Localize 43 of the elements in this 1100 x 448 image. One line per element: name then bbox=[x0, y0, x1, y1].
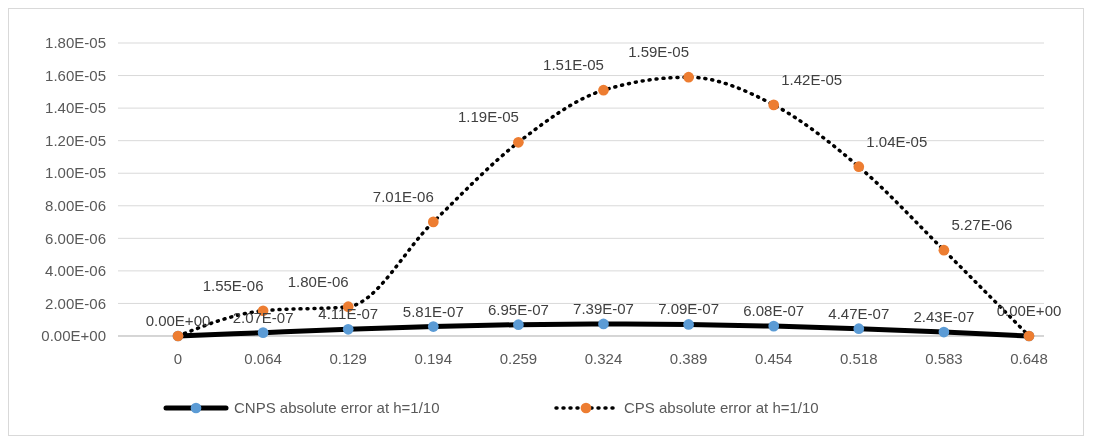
y-tick-label: 1.80E-05 bbox=[45, 34, 106, 52]
x-tick-label: 0.324 bbox=[584, 350, 623, 367]
data-label: 1.55E-06 bbox=[202, 276, 264, 294]
y-tick-label: 0.00E+00 bbox=[41, 327, 106, 345]
data-label: 4.47E-07 bbox=[828, 304, 890, 322]
data-label: 1.42E-05 bbox=[781, 70, 843, 88]
data-label: 2.43E-07 bbox=[913, 308, 975, 326]
data-label: 6.08E-07 bbox=[743, 302, 805, 320]
legend-label: CNPS absolute error at h=1/10 bbox=[234, 399, 440, 417]
data-label: 7.39E-07 bbox=[573, 299, 634, 317]
data-label: 1.59E-05 bbox=[628, 43, 690, 61]
y-tick-label: 6.00E-06 bbox=[45, 229, 106, 247]
y-tick-label: 1.60E-05 bbox=[45, 66, 106, 84]
data-label: 4.11E-07 bbox=[318, 305, 379, 323]
data-label: 5.27E-06 bbox=[951, 216, 1013, 234]
data-label: 0.00E+00 bbox=[996, 302, 1062, 319]
x-tick-label: 0.259 bbox=[499, 350, 538, 367]
data-label: 5.81E-07 bbox=[402, 302, 464, 320]
y-tick-label: 2.00E-06 bbox=[45, 294, 106, 312]
data-label: 7.01E-06 bbox=[372, 187, 434, 205]
data-label: 2.07E-07 bbox=[232, 308, 294, 326]
x-tick-label: 0.129 bbox=[329, 350, 367, 367]
x-tick-label: 0.518 bbox=[840, 350, 878, 367]
y-tick-label: 4.00E-06 bbox=[45, 262, 106, 280]
x-tick-label: 0 bbox=[173, 350, 183, 367]
x-tick-label: 0.194 bbox=[414, 350, 453, 367]
y-tick-label: 1.20E-05 bbox=[45, 131, 106, 149]
data-label: 0.00E+00 bbox=[145, 312, 211, 329]
data-label: 6.95E-07 bbox=[487, 300, 549, 318]
y-tick-label: 8.00E-06 bbox=[45, 197, 106, 215]
legend-label: CPS absolute error at h=1/10 bbox=[624, 399, 819, 417]
x-tick-label: 0.064 bbox=[244, 350, 282, 367]
x-tick-label: 0.648 bbox=[1010, 350, 1048, 367]
data-label: 1.51E-05 bbox=[543, 56, 604, 74]
x-tick-label: 0.583 bbox=[925, 350, 963, 367]
data-label: 1.04E-05 bbox=[866, 132, 928, 150]
x-tick-label: 0.454 bbox=[754, 350, 793, 367]
y-tick-label: 1.40E-05 bbox=[45, 99, 106, 117]
data-label: 1.80E-06 bbox=[287, 272, 349, 290]
data-label: 7.09E-07 bbox=[658, 300, 720, 318]
y-tick-label: 1.00E-05 bbox=[45, 164, 106, 182]
x-tick-label: 0.389 bbox=[669, 350, 708, 367]
data-label: 1.19E-05 bbox=[457, 108, 519, 126]
